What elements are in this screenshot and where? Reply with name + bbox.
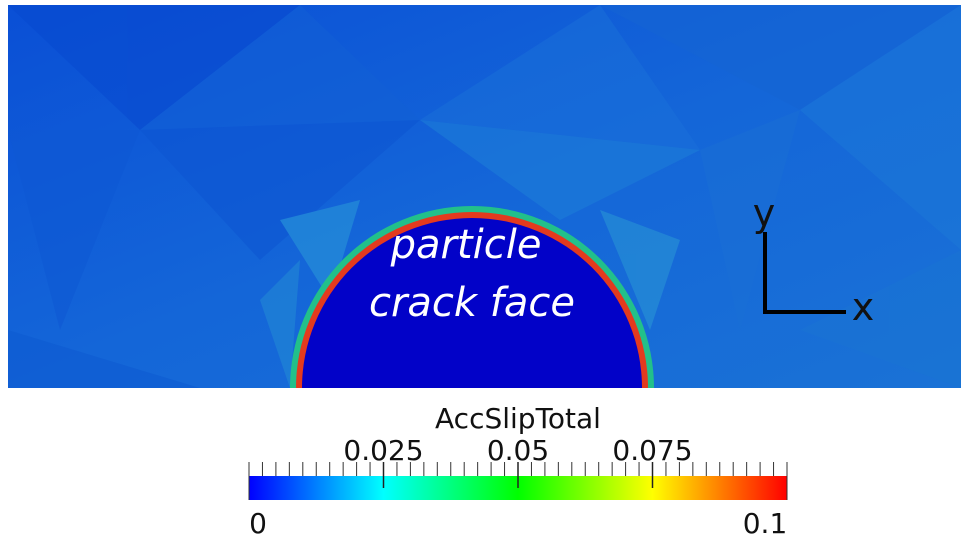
- annotation: particle: [390, 222, 542, 268]
- axis-label: x: [852, 285, 875, 329]
- mesh: [8, 5, 961, 388]
- colorbar-title: AccSlipTotal: [435, 402, 601, 435]
- particle: [302, 218, 642, 388]
- tick-label: 0.05: [487, 434, 549, 467]
- tick-label: 0.075: [612, 434, 692, 467]
- tick-label: 0.025: [343, 434, 423, 467]
- range-label: 0.1: [743, 507, 788, 540]
- colorbar: AccSlipTotal 0 0.1 0.025 0.05 0.075: [248, 402, 788, 540]
- render-view: particle crack face y x: [8, 5, 961, 388]
- axes-icon: [763, 232, 846, 314]
- axis-label: y: [753, 191, 776, 235]
- annotation: crack face: [369, 280, 575, 326]
- range-label: 0: [249, 507, 267, 540]
